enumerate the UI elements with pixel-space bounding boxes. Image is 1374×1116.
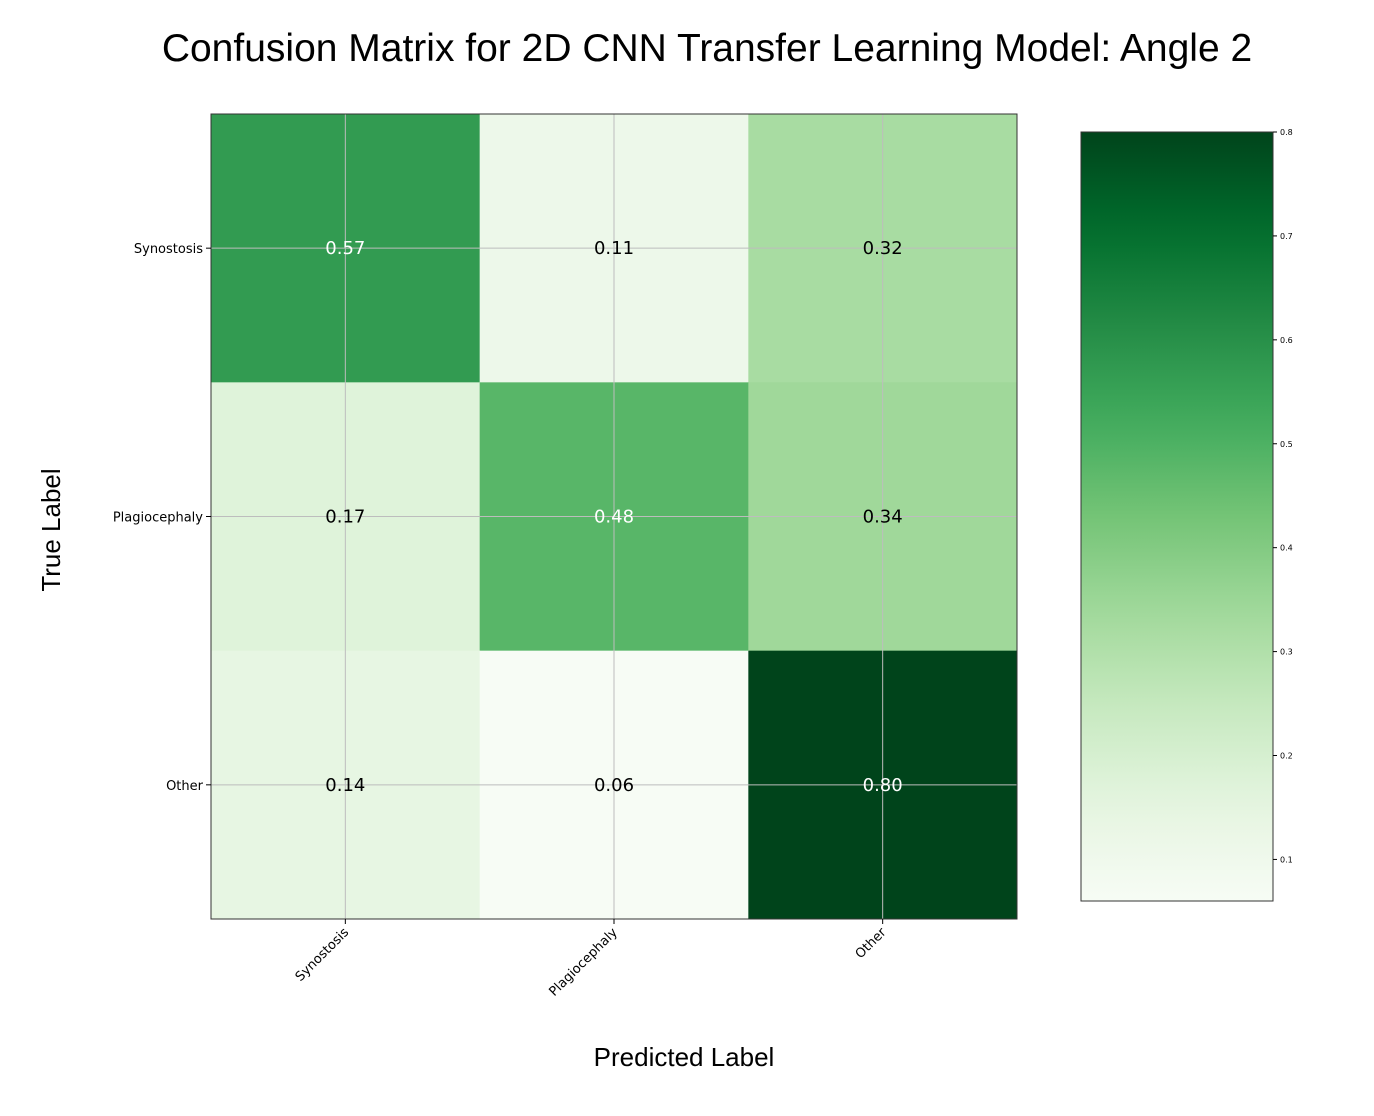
- cell-value-label: 0.06: [594, 775, 634, 796]
- cell-value-label: 0.80: [863, 775, 903, 796]
- colorbar-tick-label: 0.4: [1280, 544, 1293, 553]
- colorbar-tick-label: 0.6: [1280, 336, 1293, 345]
- x-tick-label: Plagiocephaly: [546, 925, 621, 1000]
- cell-value-label: 0.48: [594, 507, 634, 528]
- y-tick-label: Plagiocephaly: [113, 511, 203, 526]
- cell-value-label: 0.14: [325, 775, 365, 796]
- colorbar-ticks: 0.1 0.2 0.3 0.4 0.5 0.6 0.7 0.8: [1273, 128, 1293, 864]
- cell-value-label: 0.57: [325, 238, 365, 259]
- colorbar-tick-label: 0.8: [1280, 128, 1293, 137]
- cell-value-labels: 0.57 0.11 0.32 0.17 0.48 0.34 0.14 0.06 0.80: [325, 238, 902, 796]
- colorbar-tick-label: 0.2: [1280, 752, 1293, 761]
- x-axis-title: Predicted Label: [594, 1042, 775, 1072]
- x-tick-label: Other: [853, 925, 890, 962]
- x-tick-label: Synostosis: [293, 925, 353, 985]
- cell-value-label: 0.32: [863, 238, 903, 259]
- colorbar-tick-label: 0.5: [1280, 440, 1293, 449]
- y-tick-label: Other: [166, 779, 204, 794]
- colorbar-tick-label: 0.7: [1280, 232, 1293, 241]
- cell-value-label: 0.17: [325, 507, 365, 528]
- colorbar: [1080, 131, 1274, 902]
- y-tick-label: Synostosis: [134, 242, 203, 257]
- gridlines: [211, 114, 1017, 919]
- y-axis-title: True Label: [36, 468, 66, 591]
- colorbar-tick-label: 0.1: [1280, 855, 1293, 864]
- cell-value-label: 0.34: [863, 507, 903, 528]
- cell-value-label: 0.11: [594, 238, 634, 259]
- colorbar-tick-label: 0.3: [1280, 648, 1293, 657]
- chart-title: Confusion Matrix for 2D CNN Transfer Lea…: [162, 27, 1252, 70]
